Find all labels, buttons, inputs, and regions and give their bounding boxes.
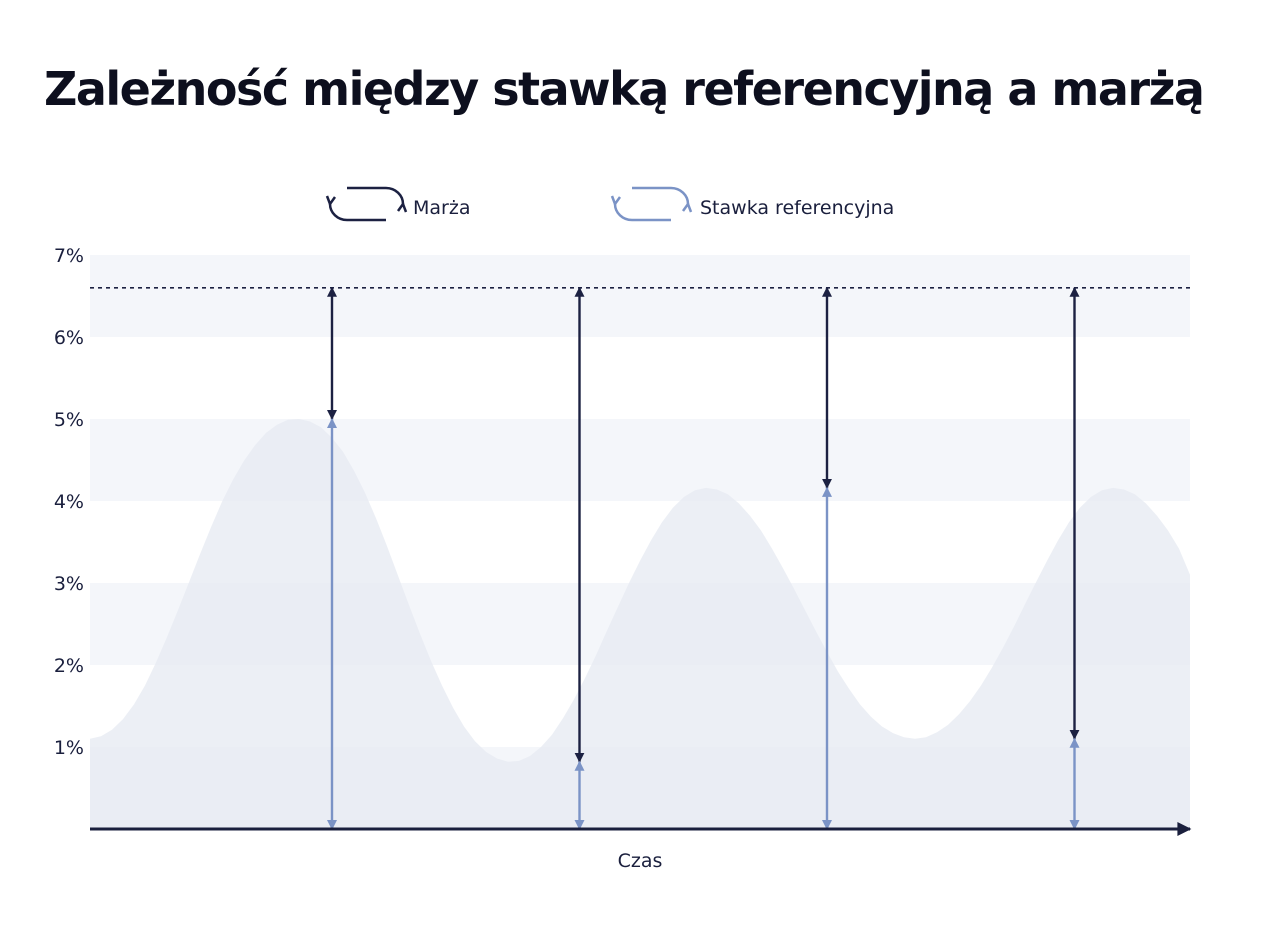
legend-label-margin: Marża [413, 197, 470, 219]
legend-label-reference-rate: Stawka referencyjna [700, 197, 894, 219]
cycle-arrows-icon [325, 186, 408, 222]
y-tick-label: 4% [54, 491, 84, 513]
chart-title: Zależność między stawką referencyjną a m… [44, 62, 1205, 116]
y-tick-label: 5% [54, 409, 84, 431]
rate-arrows [327, 286, 1080, 830]
legend-item-reference-rate: Stawka referencyjna [610, 186, 894, 222]
x-axis-label: Czas [618, 850, 663, 872]
cycle-arrows-icon [610, 186, 693, 222]
band-7 [90, 255, 1190, 337]
y-tick-label: 1% [54, 737, 84, 759]
y-axis-ticks: 1% 2% 3% 4% 5% 6% 7% [54, 245, 84, 759]
y-tick-label: 7% [54, 245, 84, 267]
y-tick-label: 2% [54, 655, 84, 677]
legend: Marża Stawka referencyjna [325, 186, 894, 222]
reference-rate-area [90, 419, 1190, 829]
y-tick-label: 3% [54, 573, 84, 595]
legend-item-margin: Marża [325, 186, 470, 222]
y-tick-label: 6% [54, 327, 84, 349]
